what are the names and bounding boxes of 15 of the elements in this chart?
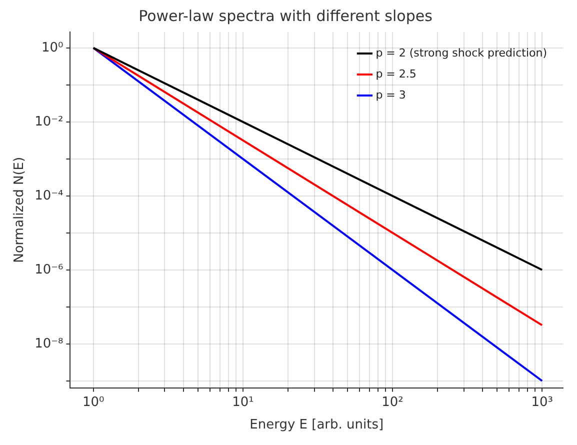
x-tick-label: 10³: [531, 394, 553, 410]
y-tick-label: 10⁻²: [34, 114, 64, 130]
y-tick-label: 10⁻⁴: [34, 188, 64, 204]
y-tick-label: 10⁻⁶: [34, 262, 64, 278]
legend-label: p = 3: [376, 88, 406, 102]
x-tick-label: 10⁰: [82, 394, 104, 410]
y-axis-title: Normalized N(E): [12, 156, 28, 263]
x-axis-title: Energy E [arb. units]: [250, 418, 384, 433]
legend-label: p = 2 (strong shock prediction): [376, 46, 547, 60]
legend-label: p = 2.5: [376, 67, 416, 80]
x-tick-label: 10²: [382, 394, 404, 410]
chart-title: Power-law spectra with different slopes: [138, 6, 433, 25]
y-tick-label: 10⁰: [41, 40, 64, 56]
y-tick-label: 10⁻⁸: [34, 336, 64, 352]
x-tick-label: 10¹: [232, 394, 254, 410]
